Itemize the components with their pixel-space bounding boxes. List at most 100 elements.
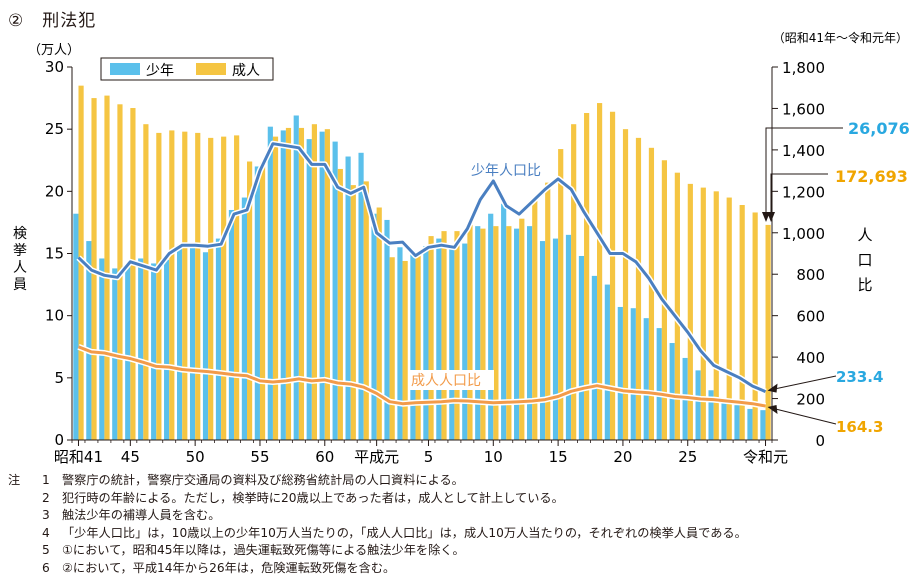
note-item: 2 犯行時の年齢による。ただし，検挙時に20歳以上であった者は，成人として計上して… bbox=[8, 490, 747, 508]
shonen-bar bbox=[319, 131, 325, 441]
right-tick-label: 1,800 bbox=[782, 59, 825, 77]
note-item: 5 ①において，昭和45年以降は，過失運転致死傷等による触法少年を除く。 bbox=[8, 542, 747, 560]
shonen-bar bbox=[202, 252, 209, 440]
section-title: ② 刑法犯 bbox=[8, 6, 96, 31]
shonen-bar bbox=[539, 241, 546, 440]
seijin-bar bbox=[298, 127, 305, 440]
seijin-bar bbox=[415, 252, 421, 440]
legend-box bbox=[100, 57, 274, 81]
left-tick-label: 10 bbox=[45, 307, 64, 325]
seijin-bar bbox=[609, 111, 616, 440]
right-tick-label: 800 bbox=[796, 266, 825, 284]
seijin-bar bbox=[493, 226, 499, 440]
seijin-bar bbox=[506, 226, 512, 440]
shonen-bar bbox=[695, 370, 701, 440]
shonen-bar bbox=[397, 247, 403, 440]
seijin-bar bbox=[221, 136, 227, 441]
legend-label: 少年 bbox=[146, 63, 174, 79]
seijin-ratio-label: 成人人口比 bbox=[411, 373, 481, 389]
note-number: 4 bbox=[42, 525, 50, 540]
shonen-bar bbox=[591, 275, 597, 440]
right-tick-label: 0 bbox=[815, 432, 825, 450]
note-text: 警察庁の統計，警察庁交通局の資料及び総務省統計局の人口資料による。 bbox=[62, 473, 464, 487]
seijin-bar bbox=[363, 181, 369, 441]
x-tick-label: 15 bbox=[549, 448, 568, 466]
note-item: 3 触法少年の補導人員を含む。 bbox=[8, 507, 747, 525]
shonen-bar bbox=[565, 234, 572, 440]
legend: 少年 成人 bbox=[100, 57, 274, 81]
legend-swatch bbox=[196, 63, 226, 75]
shonen-bar bbox=[228, 209, 235, 440]
note-item: 6 ②において，平成14年から26年は，危険運転致死傷を含む。 bbox=[8, 560, 747, 578]
seijin-bar bbox=[674, 172, 680, 440]
seijin-ratio-leader bbox=[771, 407, 837, 425]
note-number: 1 bbox=[42, 473, 50, 487]
shonen-bar bbox=[410, 251, 416, 440]
seijin-bar bbox=[752, 212, 758, 440]
shonen-bar bbox=[630, 308, 636, 440]
seijin-bar bbox=[182, 131, 188, 441]
shonen-bar bbox=[332, 141, 338, 440]
note-item: 注 1 警察庁の統計，警察庁交通局の資料及び総務省統計局の人口資料による。 bbox=[8, 472, 747, 490]
shonen-bar bbox=[475, 226, 481, 440]
left-axis-unit: （万人） bbox=[28, 43, 80, 58]
left-axis-title-char: 員 bbox=[13, 277, 27, 293]
seijin-bar bbox=[545, 182, 551, 440]
shonen-bar bbox=[86, 241, 92, 440]
shonen-bar bbox=[267, 126, 273, 441]
seijin-bar bbox=[571, 124, 577, 441]
seijin-total-arrowhead bbox=[767, 212, 775, 222]
x-tick-label: 25 bbox=[678, 448, 697, 466]
note-text: 犯行時の年齢による。ただし，検挙時に20歳以上であった者は，成人として計上してい… bbox=[62, 490, 564, 505]
seijin-bar bbox=[584, 113, 590, 441]
x-tick-label: 5 bbox=[424, 448, 434, 466]
note-lead bbox=[8, 525, 42, 543]
seijin-bar bbox=[713, 191, 719, 440]
shonen-bar bbox=[306, 139, 312, 440]
left-tick-label: 0 bbox=[54, 431, 64, 449]
note-lead bbox=[8, 507, 42, 525]
shonen-bar bbox=[138, 258, 144, 440]
seijin-bar bbox=[402, 260, 408, 440]
x-tick-label: 令和元 bbox=[743, 448, 788, 466]
note-number: 3 bbox=[42, 508, 50, 523]
x-tick-label: 10 bbox=[484, 448, 503, 466]
shonen-bar bbox=[604, 284, 610, 440]
seijin-ratio-value: 164.3 bbox=[836, 418, 883, 436]
legend-label: 成人 bbox=[232, 63, 260, 79]
section-number: ② bbox=[8, 11, 25, 31]
right-tick-label: 1,200 bbox=[782, 183, 825, 201]
shonen-bar bbox=[488, 213, 494, 440]
shonen-bar bbox=[189, 246, 196, 440]
seijin-bar bbox=[376, 207, 382, 440]
shonen-bar bbox=[280, 130, 286, 440]
seijin-bar bbox=[169, 130, 175, 440]
seijin-bar bbox=[480, 228, 486, 440]
shonen-bar bbox=[747, 408, 753, 440]
seijin-bar bbox=[597, 103, 603, 440]
shonen-bar bbox=[293, 115, 299, 441]
seijin-bar bbox=[104, 95, 110, 440]
seijin-bar bbox=[648, 147, 655, 441]
left-axis-title-char: 挙 bbox=[13, 243, 27, 259]
note-lead: 注 bbox=[8, 473, 21, 487]
shonen-bar bbox=[721, 401, 727, 440]
right-tick-label: 1,600 bbox=[782, 100, 825, 118]
shonen-ratio-value: 233.4 bbox=[836, 368, 883, 386]
seijin-bar bbox=[532, 200, 538, 440]
x-tick-label: 昭和41 bbox=[54, 448, 103, 466]
seijin-bar bbox=[337, 168, 343, 440]
seijin-bar bbox=[259, 162, 266, 440]
shonen-ratio-arrowhead bbox=[767, 383, 778, 393]
note-lead bbox=[8, 560, 42, 578]
shonen-bar bbox=[669, 343, 675, 440]
seijin-bar bbox=[208, 137, 214, 440]
right-axis-title-char: 人 bbox=[857, 226, 872, 244]
shonen-bar bbox=[514, 228, 520, 440]
seijin-bar bbox=[350, 185, 356, 440]
right-axis-title-char: 口 bbox=[857, 251, 872, 269]
seijin-bar bbox=[389, 257, 395, 440]
shonen-bar bbox=[643, 318, 649, 440]
seijin-bar bbox=[324, 129, 330, 440]
